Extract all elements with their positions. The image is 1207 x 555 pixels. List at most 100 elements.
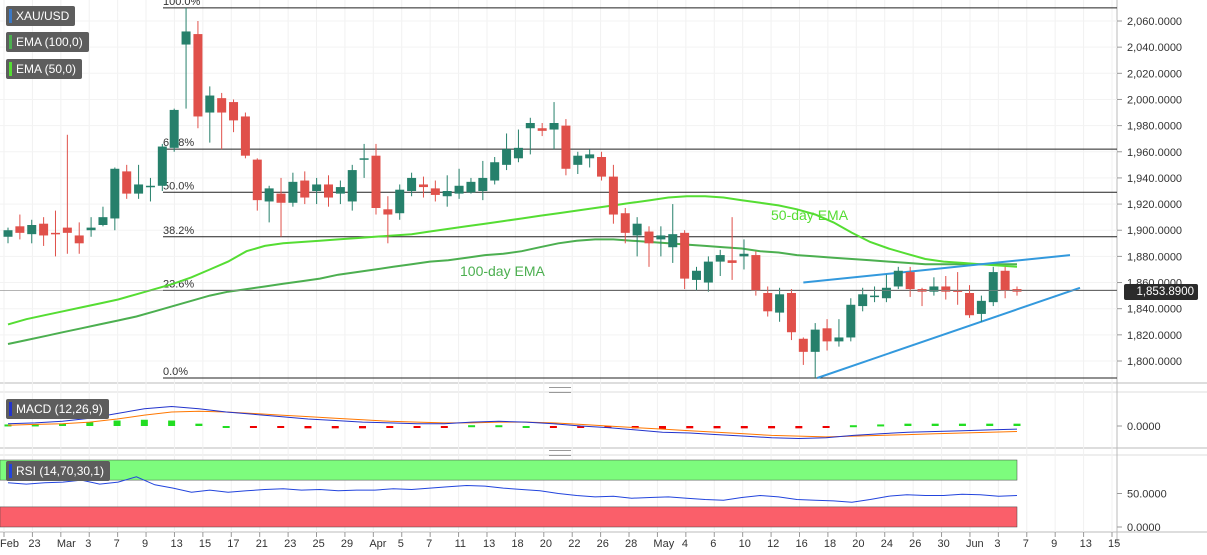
candle-body bbox=[585, 154, 595, 159]
x-tick-label: 3 bbox=[85, 538, 91, 550]
candle-body bbox=[122, 171, 132, 194]
candle-body bbox=[27, 225, 37, 235]
ema50-label[interactable]: EMA (50,0) bbox=[6, 59, 83, 79]
macd-label[interactable]: MACD (12,26,9) bbox=[6, 399, 109, 419]
symbol-text: XAU/USD bbox=[16, 9, 70, 23]
candle-body bbox=[193, 34, 203, 117]
candle-body bbox=[466, 181, 476, 193]
x-tick-label: 23 bbox=[28, 538, 40, 550]
macd-histogram-bar bbox=[249, 426, 257, 428]
macd-histogram-bar bbox=[904, 423, 912, 426]
candle-body bbox=[929, 286, 939, 292]
candle-body bbox=[454, 185, 464, 194]
candle-body bbox=[252, 159, 262, 201]
x-tick-label: 15 bbox=[1108, 538, 1120, 550]
wedge-lower-trendline bbox=[816, 286, 1081, 379]
candle-body bbox=[905, 272, 915, 290]
x-tick-label: May bbox=[653, 538, 674, 550]
macd-histogram-bar bbox=[413, 426, 421, 428]
x-tick-label: Jun bbox=[966, 538, 984, 550]
candle-body bbox=[205, 95, 215, 113]
candle-body bbox=[691, 270, 701, 280]
ema50-swatch bbox=[9, 62, 12, 76]
y-tick-label: 2,040.0000 bbox=[1127, 42, 1182, 54]
candle-body bbox=[739, 253, 749, 257]
x-tick-label: 29 bbox=[341, 538, 353, 550]
symbol-swatch bbox=[9, 9, 12, 23]
macd-histogram-bar bbox=[931, 423, 939, 426]
pane-resize-handle-rsi[interactable] bbox=[549, 450, 571, 456]
symbol-label[interactable]: XAU/USD bbox=[6, 6, 76, 26]
x-tick-label: Feb bbox=[0, 538, 19, 550]
y-tick-label: 1,800.0000 bbox=[1127, 356, 1182, 368]
candle-body bbox=[134, 184, 144, 194]
x-tick-label: 9 bbox=[1051, 538, 1057, 550]
y-tick-label: 1,940.0000 bbox=[1127, 173, 1182, 185]
candle-body bbox=[86, 227, 96, 231]
macd-histogram-bar bbox=[604, 426, 612, 428]
candle-body bbox=[371, 155, 381, 208]
candle-body bbox=[62, 227, 72, 233]
rsi-oversold-zone bbox=[0, 506, 1018, 528]
x-tick-label: 12 bbox=[767, 538, 779, 550]
candle-body bbox=[490, 162, 500, 181]
candle-body bbox=[98, 217, 108, 225]
macd-signal-line bbox=[7, 410, 1018, 438]
candle-body bbox=[15, 226, 25, 233]
y-tick-label: 2,020.0000 bbox=[1127, 68, 1182, 80]
x-tick-label: 20 bbox=[852, 538, 864, 550]
x-tick-label: 18 bbox=[824, 538, 836, 550]
x-tick-label: 3 bbox=[994, 538, 1000, 550]
y-tick-label: 1,980.0000 bbox=[1127, 121, 1182, 133]
macd-histogram-bar bbox=[740, 426, 748, 429]
y-tick-label: 1,920.0000 bbox=[1127, 199, 1182, 211]
fib-label: 100.0% bbox=[163, 0, 201, 8]
candle-body bbox=[324, 184, 334, 198]
macd-histogram-bar bbox=[713, 426, 721, 429]
x-tick-label: 26 bbox=[909, 538, 921, 550]
macd-histogram-bar bbox=[577, 426, 585, 428]
x-tick-label: Mar bbox=[57, 538, 76, 550]
x-tick-label: 11 bbox=[455, 538, 466, 550]
x-tick-label: 25 bbox=[313, 538, 325, 550]
candle-body bbox=[786, 293, 796, 333]
fib-label: 0.0% bbox=[163, 366, 188, 378]
candle-body bbox=[502, 149, 512, 165]
y-tick-label: 1,960.0000 bbox=[1127, 147, 1182, 159]
candle-body bbox=[264, 188, 274, 202]
macd-histogram-bar bbox=[495, 425, 503, 428]
macd-histogram-bar bbox=[195, 423, 203, 426]
candle-body bbox=[229, 102, 239, 121]
fib-label: 23.6% bbox=[163, 278, 194, 290]
ema50-annotation: 50-day EMA bbox=[771, 207, 849, 223]
rsi-y-tick-label: 50.0000 bbox=[1127, 489, 1167, 501]
candle-body bbox=[798, 338, 808, 352]
y-tick-label: 2,000.0000 bbox=[1127, 94, 1182, 106]
y-tick-label: 1,900.0000 bbox=[1127, 225, 1182, 237]
candle-body bbox=[395, 189, 405, 214]
macd-y-tick-label: 0.0000 bbox=[1127, 421, 1161, 433]
macd-histogram-bar bbox=[522, 426, 530, 428]
rsi-label[interactable]: RSI (14,70,30,1) bbox=[6, 461, 111, 481]
y-tick-label: 1,880.0000 bbox=[1127, 251, 1182, 263]
rsi-text: RSI (14,70,30,1) bbox=[16, 464, 105, 478]
candle-body bbox=[549, 123, 559, 130]
ema100-text: EMA (100,0) bbox=[16, 35, 83, 49]
candle-body bbox=[110, 168, 120, 219]
candle-body bbox=[775, 294, 785, 313]
candle-body bbox=[478, 177, 488, 191]
ema100-label[interactable]: EMA (100,0) bbox=[6, 32, 89, 52]
candle-body bbox=[976, 300, 986, 314]
pane-resize-handle-macd[interactable] bbox=[549, 387, 571, 393]
candle-body bbox=[347, 170, 357, 202]
candle-body bbox=[383, 209, 393, 215]
candle-body bbox=[822, 328, 832, 342]
x-tick-label: 22 bbox=[568, 538, 580, 550]
candle-body bbox=[74, 235, 84, 244]
macd-histogram-bar bbox=[277, 426, 285, 428]
x-tick-label: 30 bbox=[938, 538, 950, 550]
candle-body bbox=[169, 109, 179, 148]
macd-histogram-bar bbox=[222, 426, 230, 428]
fib-label: 50.0% bbox=[163, 180, 194, 192]
